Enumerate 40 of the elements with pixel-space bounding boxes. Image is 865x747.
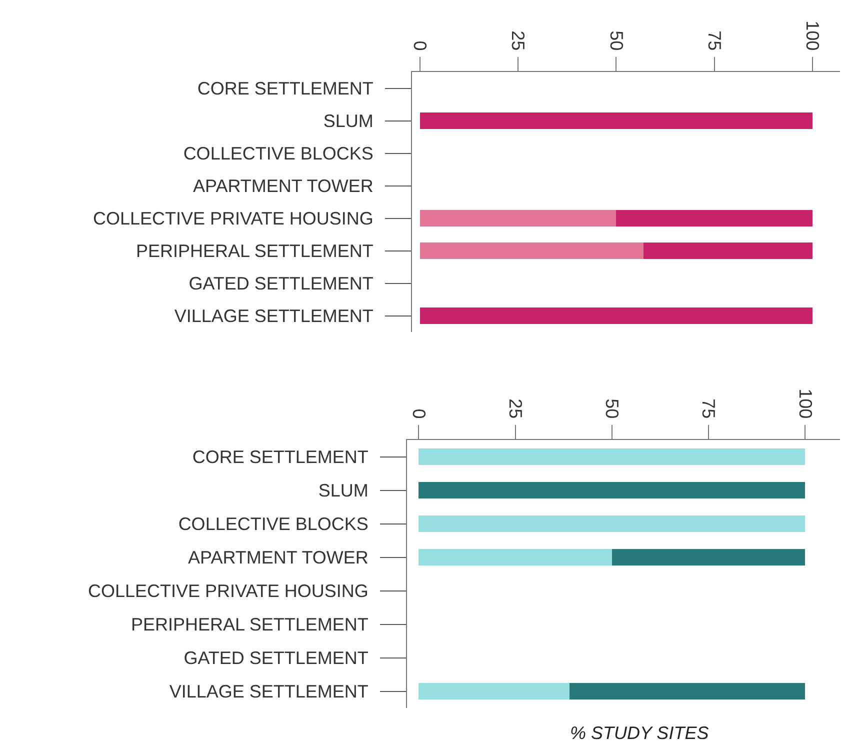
bar <box>418 682 570 700</box>
y-tick-label: SLUM <box>323 111 374 132</box>
x-tick-label: 50 <box>606 30 626 51</box>
bar <box>569 682 806 700</box>
y-tick-label: APARTMENT TOWER <box>188 548 368 568</box>
x-tick-label: 25 <box>508 30 528 51</box>
bar <box>612 548 806 566</box>
x-tick-label: 75 <box>698 398 719 419</box>
y-tick-label: SLUM <box>318 480 368 501</box>
x-tick-label: 50 <box>602 398 622 419</box>
y-tick-label: PERIPHERAL SETTLEMENT <box>131 614 368 635</box>
y-tick-label: VILLAGE SETTLEMENT <box>169 682 368 702</box>
x-tick-label: 25 <box>505 398 526 419</box>
bar <box>418 482 806 499</box>
y-tick-label: VILLAGE SETTLEMENT <box>174 306 374 326</box>
bar <box>616 210 813 226</box>
x-tick-label: 0 <box>408 408 429 419</box>
y-tick-label: APARTMENT TOWER <box>193 176 374 196</box>
bar <box>420 242 644 259</box>
x-tick-label: 0 <box>410 40 430 51</box>
text: % STUDY SITES <box>570 723 709 743</box>
y-tick-label: COLLECTIVE PRIVATE HOUSING <box>88 581 368 602</box>
y-tick-label: COLLECTIVE PRIVATE HOUSING <box>93 208 374 229</box>
x-tick-label: 75 <box>704 30 724 51</box>
y-tick-label: COLLECTIVE BLOCKS <box>183 144 374 164</box>
y-tick-label: CORE SETTLEMENT <box>197 78 374 99</box>
bar <box>420 308 813 324</box>
x-tick-label: 100 <box>795 388 816 419</box>
x-tick-label: 100 <box>802 20 823 51</box>
bar <box>418 515 806 532</box>
y-tick-label: COLLECTIVE BLOCKS <box>178 514 368 534</box>
bar <box>644 242 813 259</box>
y-tick-label: PERIPHERAL SETTLEMENT <box>136 241 374 262</box>
y-tick-label: GATED SETTLEMENT <box>184 648 368 668</box>
bar <box>420 210 616 226</box>
bar <box>418 448 806 466</box>
bar <box>420 112 813 129</box>
bar <box>418 548 612 566</box>
y-tick-label: GATED SETTLEMENT <box>188 274 374 294</box>
y-tick-label: CORE SETTLEMENT <box>192 447 368 468</box>
